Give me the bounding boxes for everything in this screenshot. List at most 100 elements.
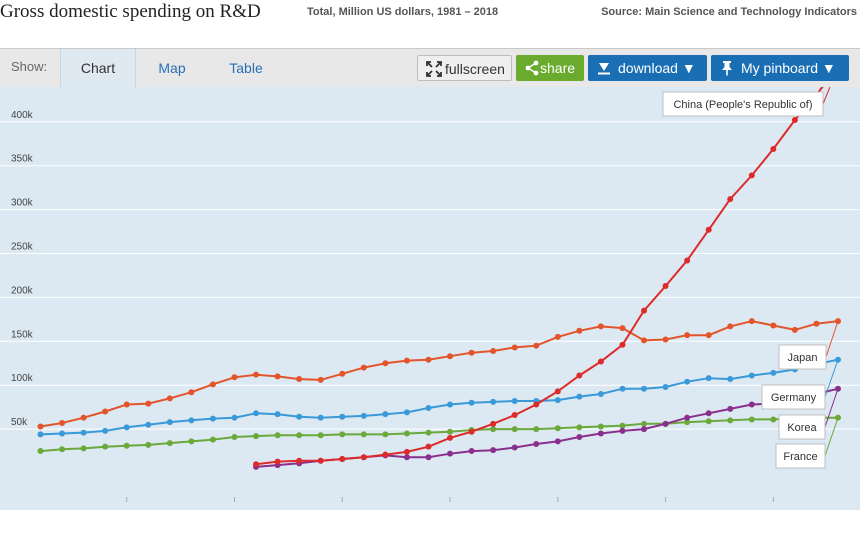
data-point-japan[interactable] — [619, 325, 626, 332]
data-point-france[interactable] — [102, 443, 109, 450]
data-point-japan[interactable] — [188, 389, 195, 396]
data-point-germany[interactable] — [37, 431, 44, 438]
data-point-germany[interactable] — [188, 417, 195, 424]
data-point-france[interactable] — [231, 434, 238, 441]
data-point-france[interactable] — [37, 448, 44, 455]
data-point-japan[interactable] — [296, 376, 303, 383]
tab-table[interactable]: Table — [229, 60, 263, 76]
data-point-germany[interactable] — [403, 409, 410, 416]
data-point-china[interactable] — [684, 257, 691, 264]
data-point-china[interactable] — [403, 448, 410, 455]
data-point-japan[interactable] — [425, 356, 432, 363]
data-point-germany[interactable] — [339, 413, 346, 420]
data-point-china[interactable] — [770, 146, 777, 153]
data-point-japan[interactable] — [274, 373, 281, 380]
data-point-japan[interactable] — [80, 414, 87, 421]
share-button[interactable]: share — [516, 55, 584, 81]
data-point-china[interactable] — [554, 388, 561, 395]
data-point-korea[interactable] — [511, 444, 518, 451]
data-point-france[interactable] — [145, 441, 152, 448]
series-line-france[interactable] — [40, 416, 839, 453]
data-point-korea[interactable] — [705, 410, 712, 417]
data-point-japan[interactable] — [662, 336, 669, 343]
data-point-korea[interactable] — [425, 454, 432, 461]
data-point-france[interactable] — [425, 429, 432, 436]
data-point-germany[interactable] — [59, 430, 66, 437]
data-point-china[interactable] — [641, 307, 648, 314]
data-point-germany[interactable] — [511, 398, 518, 405]
data-point-japan[interactable] — [705, 332, 712, 339]
data-point-japan[interactable] — [684, 332, 691, 339]
data-point-japan[interactable] — [770, 322, 777, 329]
data-point-korea[interactable] — [447, 450, 454, 457]
data-point-china[interactable] — [274, 458, 281, 465]
data-point-japan[interactable] — [511, 344, 518, 351]
data-point-japan[interactable] — [447, 353, 454, 360]
data-point-germany[interactable] — [360, 412, 367, 419]
data-point-germany[interactable] — [296, 413, 303, 420]
data-point-germany[interactable] — [748, 372, 755, 379]
data-point-france[interactable] — [296, 432, 303, 439]
data-point-france[interactable] — [641, 420, 648, 427]
data-point-germany[interactable] — [576, 393, 583, 400]
data-point-japan[interactable] — [641, 337, 648, 344]
data-point-france[interactable] — [123, 442, 130, 449]
data-point-germany[interactable] — [597, 390, 604, 397]
data-point-france[interactable] — [490, 426, 497, 433]
data-point-japan[interactable] — [253, 371, 260, 378]
data-point-germany[interactable] — [662, 383, 669, 390]
data-point-china[interactable] — [447, 434, 454, 441]
data-point-japan[interactable] — [317, 376, 324, 383]
data-point-japan[interactable] — [597, 323, 604, 330]
data-point-japan[interactable] — [102, 408, 109, 415]
data-point-korea[interactable] — [403, 454, 410, 461]
data-point-germany[interactable] — [554, 397, 561, 404]
data-point-china[interactable] — [791, 117, 798, 124]
data-point-china[interactable] — [511, 412, 518, 419]
data-point-japan[interactable] — [468, 349, 475, 356]
data-point-germany[interactable] — [382, 411, 389, 418]
data-point-china[interactable] — [727, 196, 734, 203]
data-point-germany[interactable] — [253, 410, 260, 417]
data-point-korea[interactable] — [597, 430, 604, 437]
data-point-china[interactable] — [296, 457, 303, 464]
data-point-korea[interactable] — [533, 441, 540, 448]
data-point-china[interactable] — [576, 372, 583, 379]
pinboard-button[interactable]: My pinboard ▼ — [711, 55, 849, 81]
data-point-japan[interactable] — [554, 333, 561, 340]
data-point-japan[interactable] — [231, 374, 238, 381]
data-point-germany[interactable] — [684, 378, 691, 385]
data-point-japan[interactable] — [791, 326, 798, 333]
data-point-france[interactable] — [166, 440, 173, 447]
data-point-france[interactable] — [188, 438, 195, 445]
series-line-china[interactable] — [255, 87, 838, 466]
data-point-france[interactable] — [403, 430, 410, 437]
data-point-france[interactable] — [253, 433, 260, 440]
data-point-germany[interactable] — [317, 414, 324, 421]
data-point-china[interactable] — [317, 457, 324, 464]
data-point-korea[interactable] — [748, 401, 755, 408]
data-point-japan[interactable] — [360, 364, 367, 371]
data-point-france[interactable] — [360, 431, 367, 438]
data-point-germany[interactable] — [425, 405, 432, 412]
data-point-germany[interactable] — [705, 375, 712, 382]
data-point-france[interactable] — [511, 426, 518, 433]
data-point-france[interactable] — [209, 436, 216, 443]
data-point-germany[interactable] — [166, 419, 173, 426]
data-point-china[interactable] — [533, 401, 540, 408]
data-point-japan[interactable] — [209, 381, 216, 388]
data-point-germany[interactable] — [490, 398, 497, 405]
data-point-china[interactable] — [490, 420, 497, 427]
data-point-korea[interactable] — [684, 414, 691, 421]
data-point-germany[interactable] — [619, 385, 626, 392]
data-point-germany[interactable] — [80, 429, 87, 436]
data-point-korea[interactable] — [619, 427, 626, 434]
data-point-china[interactable] — [468, 428, 475, 435]
data-point-japan[interactable] — [813, 320, 820, 327]
data-point-france[interactable] — [597, 423, 604, 430]
data-point-china[interactable] — [360, 454, 367, 461]
data-point-france[interactable] — [705, 418, 712, 425]
data-point-japan[interactable] — [576, 327, 583, 334]
series-line-japan[interactable] — [40, 320, 839, 428]
data-point-france[interactable] — [619, 422, 626, 429]
